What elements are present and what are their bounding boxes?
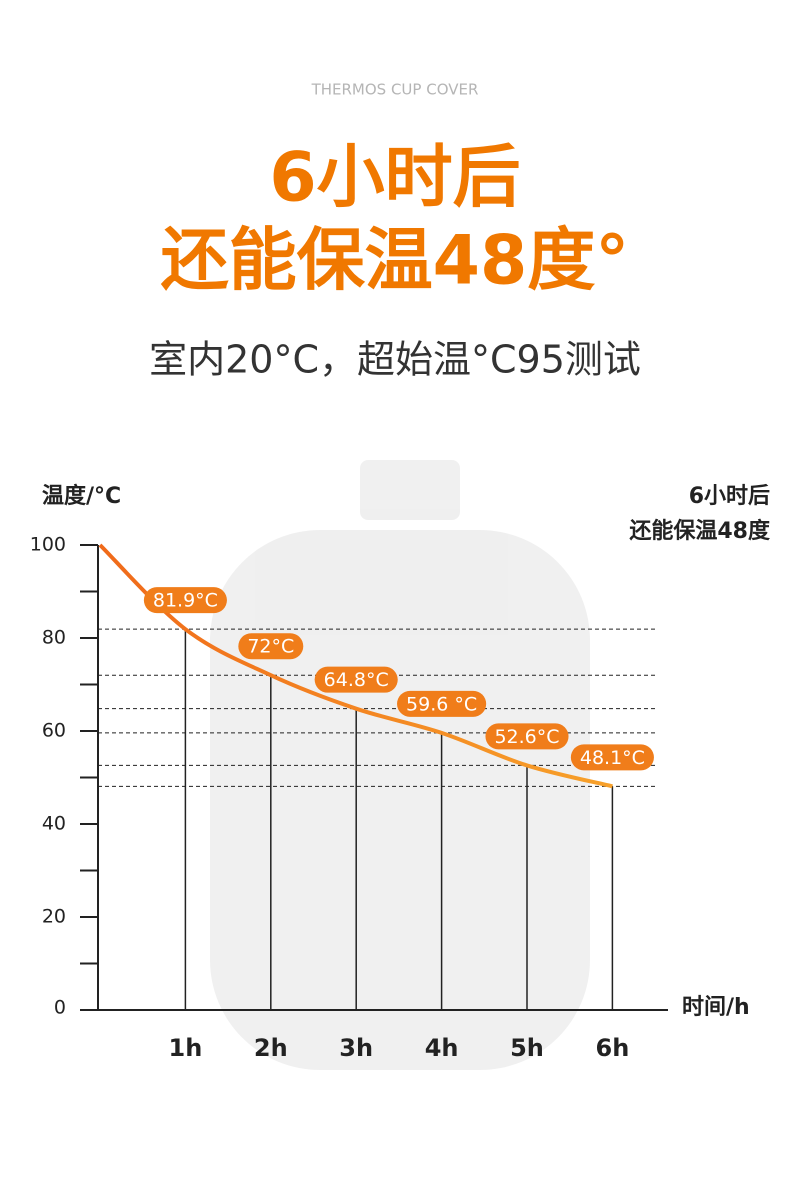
y-tick-label: 100 [30,534,66,556]
value-label-bg [485,723,569,750]
value-label-bg [238,633,304,660]
x-axis-label: 时间/h [682,995,750,1020]
y-axis-label: 温度/°C [42,483,121,509]
value-label: 64.8°C [324,669,389,691]
x-tick-label: 5h [510,1034,544,1062]
x-tick-label: 2h [254,1034,288,1062]
value-label-bg [570,744,654,771]
title-line: 还能保温48度° [161,222,630,301]
y-tick-label: 80 [42,627,66,649]
bottle-watermark [210,460,590,1070]
value-label: 52.6°C [494,726,559,748]
value-label-bg [314,666,398,693]
eyebrow: THERMOS CUP COVER [311,81,479,99]
value-label: 48.1°C [580,747,645,769]
y-tick-label: 0 [54,997,66,1019]
y-tick-label: 60 [42,720,66,742]
y-tick-label: 20 [42,906,66,928]
title-line: 6小时后 [269,139,520,218]
x-tick-label: 4h [425,1034,459,1062]
annotation: 还能保温48度 [628,518,771,544]
value-label: 59.6 °C [406,693,477,715]
x-tick-label: 6h [596,1034,630,1062]
value-label-bg [143,587,227,614]
x-tick-label: 3h [339,1034,373,1062]
temperature-line [98,543,613,789]
value-label-bg [397,690,487,717]
x-tick-label: 1h [169,1034,203,1062]
annotation: 6小时后 [689,484,770,509]
y-tick-label: 40 [42,813,66,835]
value-label: 72°C [247,636,294,658]
value-label: 81.9°C [153,590,218,612]
subtitle: 室内20°C，超始温°C95测试 [149,338,641,382]
